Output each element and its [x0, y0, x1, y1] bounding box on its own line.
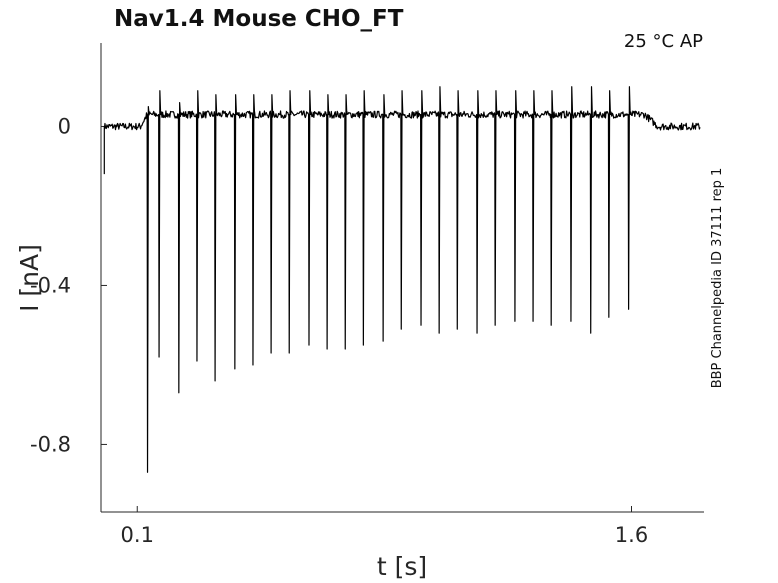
- current-trace-line: [103, 86, 701, 473]
- x-ticks: 0.1 1.6: [121, 506, 648, 547]
- x-axis-label: t [s]: [377, 552, 427, 581]
- y-axis-label: I [nA]: [15, 244, 44, 312]
- y-tick-label: -0.4: [30, 273, 71, 297]
- y-tick-label: -0.8: [30, 432, 71, 456]
- x-tick-label: 1.6: [615, 523, 648, 547]
- chart-title: Nav1.4 Mouse CHO_FT: [114, 6, 404, 32]
- source-label: BBP Channelpedia ID 37111 rep 1: [710, 168, 725, 389]
- y-tick-label: 0: [58, 114, 71, 138]
- x-tick-label: 0.1: [121, 523, 154, 547]
- condition-label: 25 °C AP: [624, 31, 703, 52]
- y-ticks: 0 -0.4 -0.8: [30, 114, 107, 456]
